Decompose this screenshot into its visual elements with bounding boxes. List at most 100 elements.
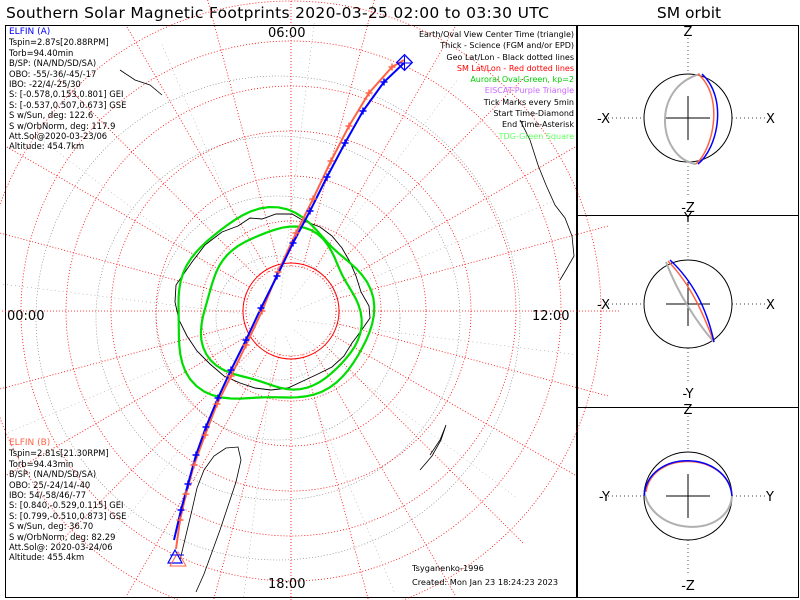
sm-lat-circle	[155, 175, 427, 447]
continent-outline	[519, 119, 575, 281]
sm-meridian	[302, 0, 375, 268]
continent-outline	[419, 424, 447, 471]
sm-meridian	[57, 342, 260, 545]
elfin-a-line: B/SP: (NA/ND/SD/SA)	[9, 58, 97, 69]
geo-meridian	[289, 78, 459, 303]
orbit-yz-axis-label: Y	[765, 490, 774, 505]
clock-label-left: 00:00	[7, 309, 45, 324]
geo-meridian	[296, 200, 555, 311]
continent-outline	[179, 446, 242, 593]
orbit-panel-yz-frame	[577, 407, 799, 598]
orbit-xz-axis-label: X	[766, 112, 775, 127]
geo-meridian	[97, 333, 267, 558]
orbit-xz-elfin-a-orbit	[697, 73, 719, 165]
geo-lat-circle	[215, 255, 341, 381]
orbit-xz-shadow-orbit	[664, 73, 701, 165]
orbit-xz-elfin-b-orbit	[695, 73, 715, 165]
legend-entry: Tick Marks every 5min	[483, 97, 574, 107]
elfin-b-line: S: [0.799,-0.510,0.873] GSE	[9, 510, 127, 521]
geo-meridian	[280, 20, 315, 299]
elfin-b-line: Att.Sol@: 2020-03-24/06	[9, 541, 113, 552]
clock-label-bottom: 18:00	[268, 577, 306, 592]
elfin-b-line: Altitude: 455.4km	[9, 552, 85, 563]
orbit-xz-axis-label: -Z	[681, 201, 695, 216]
legend-entry: EISCAT-Purple Triangle	[484, 86, 574, 96]
elfin-a-line: IBO: -22/4/-25/30	[9, 78, 81, 89]
sm-meridian	[313, 25, 457, 273]
geo-lat-circle	[95, 135, 461, 501]
legend-entry: SM Lat/Lon - Red dotted lines	[456, 63, 574, 73]
elfin-a-name: ELFIN (A)	[9, 27, 51, 37]
legend-entry: Start Time-Diamond	[493, 109, 574, 119]
continent-outline	[119, 69, 163, 96]
sm-meridian	[322, 342, 525, 545]
elfin-a-line: Tspin=2.87s[20.88RPM]	[9, 37, 109, 48]
elfin-a-start-diamond	[395, 53, 414, 72]
orbit-panel-title: SM orbit	[656, 4, 722, 22]
elfin-b-info: ELFIN (B) Tspin=2.81s[21.30RPM] Torb=94.…	[9, 438, 126, 563]
orbit-xy-axis-label: Y	[683, 211, 692, 226]
legend-entry: TDG-Green Square	[498, 131, 574, 141]
legend-entry: End Time-Asterisk	[501, 120, 574, 130]
model-credit: Tsyganenko-1996	[412, 563, 484, 573]
elfin-a-line: Torb=94.40min	[9, 47, 74, 58]
orbit-yz-elfin-b-orbit	[645, 460, 733, 495]
elfin-b-line: B/SP: (NA/ND/SD/SA)	[9, 469, 97, 480]
sm-meridian	[0, 322, 248, 390]
clock-label-right: 12:00	[532, 309, 570, 324]
legend-entry: Geo Lat/Lon - Black dotted lines	[446, 52, 574, 62]
continent-outline	[174, 213, 371, 391]
orbit-xy-shadow-orbit	[665, 261, 715, 343]
geo-meridian	[160, 41, 271, 300]
page-title: Southern Solar Magnetic Footprints 2020-…	[6, 4, 550, 22]
sm-meridian	[334, 322, 610, 397]
geo-meridian	[297, 320, 576, 355]
sm-meridian	[302, 354, 369, 600]
elfin-a-line: S: [-0.537,0.507,0.673] GSE	[9, 99, 127, 110]
elfin-b-line: OBO: 25/-24/14/-40	[9, 479, 91, 490]
sm-meridian	[125, 25, 269, 273]
sm-meridian	[313, 349, 457, 597]
elfin-a-line: S w/OrbNorm, deg: 117.9	[9, 120, 116, 131]
geo-meridian	[293, 329, 518, 499]
sm-meridian	[57, 77, 260, 280]
clock-label-top: 06:00	[268, 26, 306, 41]
orbit-yz-axis-label: Z	[684, 403, 693, 418]
sm-meridian	[125, 349, 269, 597]
elfin-a-line: S w/Sun, deg: 122.6	[9, 110, 94, 121]
elfin-b-view-triangle	[169, 550, 187, 567]
orbit-yz-elfin-a-orbit	[643, 460, 733, 497]
orbit-yz-axis-label: -Z	[681, 579, 695, 594]
elfin-a-line: S: [-0.578,0.153,0.801] GEI	[9, 89, 124, 100]
orbit-xy-axis-label: X	[766, 298, 775, 313]
geo-meridian	[38, 137, 263, 307]
orbit-yz-shadow-orbit	[643, 489, 733, 528]
elfin-b-line: S: [0.840,-0.529,0.115] GEI	[9, 500, 124, 511]
sm-meridian	[207, 0, 280, 268]
auroral-oval-inner	[199, 225, 363, 391]
geo-lat-circle	[155, 195, 401, 441]
elfin-b-line: Torb=94.43min	[9, 458, 74, 469]
orbit-xy-elfin-b-orbit	[667, 260, 715, 343]
elfin-b-line: Tspin=2.81s[21.30RPM]	[9, 448, 109, 459]
orbit-xz-axis-label: Z	[684, 25, 693, 40]
geo-meridian	[285, 336, 396, 595]
sm-meridian	[0, 232, 248, 300]
elfin-b-track	[175, 59, 405, 550]
orbit-xz-axis-label: -X	[597, 112, 610, 127]
sm-meridian	[213, 354, 280, 600]
geo-meridian	[243, 337, 276, 600]
sm-meridian	[334, 225, 610, 300]
orbit-xy-elfin-a-orbit	[669, 259, 715, 343]
elfin-b-line: S w/OrbNorm, deg: 82.29	[9, 531, 116, 542]
orbit-xy-axis-label: -Y	[682, 387, 693, 402]
sm-meridian	[329, 333, 577, 477]
legend-entry: Auroral Oval-Green, kp=2	[470, 75, 574, 85]
legend-entry: Thick - Science (FGM and/or EPD)	[440, 41, 574, 51]
sm-meridian	[5, 145, 253, 289]
elfin-a-line: Altitude: 454.7km	[9, 141, 85, 152]
sm-meridian	[322, 77, 525, 280]
orbit-yz-axis-label: -Y	[599, 490, 610, 505]
legend: Earth/Oval View Center Time (triangle) T…	[419, 29, 574, 142]
elfin-a-track	[173, 62, 405, 541]
